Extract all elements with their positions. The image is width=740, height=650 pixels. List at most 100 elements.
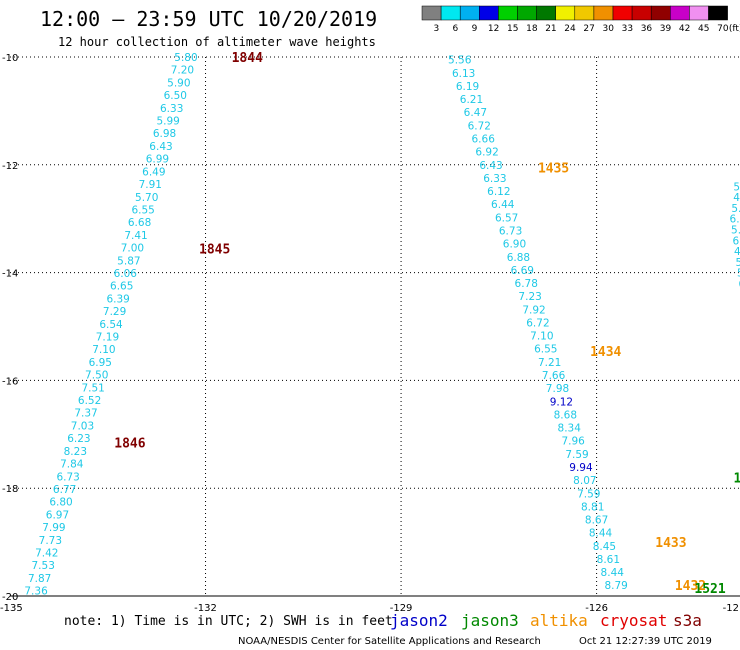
track-a-value: 6.77 bbox=[53, 484, 76, 496]
track-a-value: 6.43 bbox=[149, 141, 172, 153]
footer-credit: NOAA/NESDIS Center for Satellite Applica… bbox=[238, 636, 541, 647]
chart-subtitle: 12 hour collection of altimeter wave hei… bbox=[58, 35, 376, 49]
x-tick-label: -135 bbox=[0, 603, 23, 614]
track-c-value: 5 bbox=[733, 181, 740, 193]
y-tick-label: -10 bbox=[2, 53, 18, 64]
track-a-value: 7.03 bbox=[71, 420, 94, 432]
track-b-value: 7.10 bbox=[530, 331, 553, 343]
track-a-value: 7.91 bbox=[139, 179, 162, 191]
legend-value: 36 bbox=[641, 24, 653, 34]
legend-value: 27 bbox=[583, 24, 594, 34]
track-b-value: 6.72 bbox=[526, 317, 549, 329]
track-a-value: 6.49 bbox=[142, 166, 165, 178]
track-b-value: 6.33 bbox=[483, 173, 506, 185]
plot-area: -10-12-14-16-18-20-135-132-129-126-123-1… bbox=[0, 51, 740, 614]
legend-value: 9 bbox=[472, 24, 478, 34]
track-a-value: 6.73 bbox=[56, 471, 79, 483]
track-b-value: 8.79 bbox=[604, 580, 627, 592]
legend-swatch bbox=[555, 5, 576, 21]
legend-swatch bbox=[689, 5, 709, 21]
legend-swatch bbox=[650, 5, 671, 21]
track-c-value: 6.57 bbox=[739, 278, 740, 290]
track-a-value: 6.97 bbox=[46, 509, 69, 521]
x-tick-label: -126 bbox=[585, 603, 608, 614]
track-a-value: 7.10 bbox=[92, 344, 115, 356]
track-b-value: 5.56 bbox=[448, 55, 472, 67]
track-c-value: 5.71 bbox=[737, 268, 740, 280]
legend-swatch bbox=[612, 5, 633, 21]
track-b-value: 8.45 bbox=[593, 541, 616, 553]
legend-value: 12 bbox=[488, 24, 499, 34]
track-a-value: 7.42 bbox=[35, 547, 58, 559]
track-b-value: 7.59 bbox=[565, 449, 588, 461]
track-a-value: 7.87 bbox=[28, 573, 51, 585]
track-a-value: 6.99 bbox=[146, 154, 169, 166]
legend-value: 30 bbox=[602, 24, 614, 34]
track-b-value: 6.57 bbox=[495, 212, 518, 224]
pass-time-label: 1432 bbox=[675, 579, 706, 594]
track-b-value: 6.92 bbox=[475, 147, 498, 159]
pass-time-label: 1844 bbox=[232, 51, 263, 66]
legend-value: 24 bbox=[564, 24, 576, 34]
track-a-value: 7.53 bbox=[32, 560, 55, 572]
satellite-label-altika: altika bbox=[530, 611, 588, 630]
y-tick-label: -18 bbox=[2, 484, 18, 495]
track-c-value: 5.4 bbox=[731, 203, 740, 215]
track-a-value: 5.87 bbox=[117, 255, 140, 267]
track-c-value: 6.34 bbox=[733, 235, 740, 247]
track-a-value: 6.98 bbox=[153, 128, 176, 140]
track-b-value: 7.98 bbox=[546, 383, 569, 395]
track-a-value: 7.37 bbox=[74, 408, 97, 420]
legend-swatch bbox=[536, 5, 556, 21]
track-a-value: 7.29 bbox=[103, 306, 126, 318]
track-a-value: 6.50 bbox=[164, 90, 187, 102]
track-a-value: 7.19 bbox=[96, 332, 119, 344]
footer-timestamp: Oct 21 12:27:39 UTC 2019 bbox=[579, 636, 712, 647]
track-b-value: 6.47 bbox=[464, 107, 487, 119]
track-b-value: 6.66 bbox=[472, 134, 496, 146]
chart-title: 12:00 – 23:59 UTC 10/20/2019 bbox=[40, 7, 377, 31]
track-a-value: 7.20 bbox=[171, 65, 194, 77]
pass-time-label: 1845 bbox=[199, 242, 230, 257]
legend-value: 15 bbox=[507, 24, 518, 34]
x-tick-label: -132 bbox=[194, 603, 217, 614]
legend-value: 33 bbox=[622, 24, 633, 34]
track-a-value: 5.80 bbox=[174, 52, 197, 64]
track-c-value: 6.06 bbox=[730, 214, 740, 226]
track-b-value: 7.23 bbox=[518, 291, 541, 303]
track-b-value: 9.12 bbox=[550, 396, 573, 408]
track-c-value: 4. bbox=[733, 192, 740, 204]
track-c-value: 5.55 bbox=[731, 224, 740, 236]
track-a-value: 6.52 bbox=[78, 395, 101, 407]
track-b-value: 6.78 bbox=[515, 278, 538, 290]
y-tick-label: -20 bbox=[2, 592, 18, 603]
track-b-value: 7.92 bbox=[522, 304, 545, 316]
track-a-value: 7.84 bbox=[60, 459, 84, 471]
track-b-value: 7.66 bbox=[542, 370, 566, 382]
track-a-value: 6.80 bbox=[49, 497, 72, 509]
track-b-value: 6.21 bbox=[460, 94, 483, 106]
track-a-value: 6.54 bbox=[99, 319, 123, 331]
track-b-value: 8.07 bbox=[573, 475, 596, 487]
legend-swatch bbox=[498, 5, 518, 21]
legend-value: 70 bbox=[717, 24, 729, 34]
track-a-value: 7.73 bbox=[39, 535, 62, 547]
legend-swatch bbox=[708, 5, 728, 21]
track-a-value: 5.99 bbox=[156, 116, 179, 128]
track-b-value: 8.68 bbox=[554, 409, 577, 421]
track-b-value: 8.67 bbox=[585, 515, 608, 527]
note-text: note: 1) Time is in UTC; 2) SWH is in fe… bbox=[64, 614, 393, 629]
track-b-value: 6.43 bbox=[479, 160, 502, 172]
track-b-value: 6.73 bbox=[499, 225, 522, 237]
track-a-value: 6.39 bbox=[106, 293, 129, 305]
track-a-value: 5.70 bbox=[135, 192, 158, 204]
track-a-value: 7.00 bbox=[121, 243, 144, 255]
track-b-value: 6.12 bbox=[487, 186, 510, 198]
track-c-value: 5.72 bbox=[736, 257, 740, 269]
satellite-label-cryosat: cryosat bbox=[600, 611, 667, 630]
satellite-label-jason2: jason2 bbox=[390, 611, 448, 630]
track-a-value: 8.23 bbox=[64, 446, 87, 458]
x-tick-label: -12 bbox=[723, 603, 739, 614]
track-a-value: 7.51 bbox=[81, 382, 104, 394]
